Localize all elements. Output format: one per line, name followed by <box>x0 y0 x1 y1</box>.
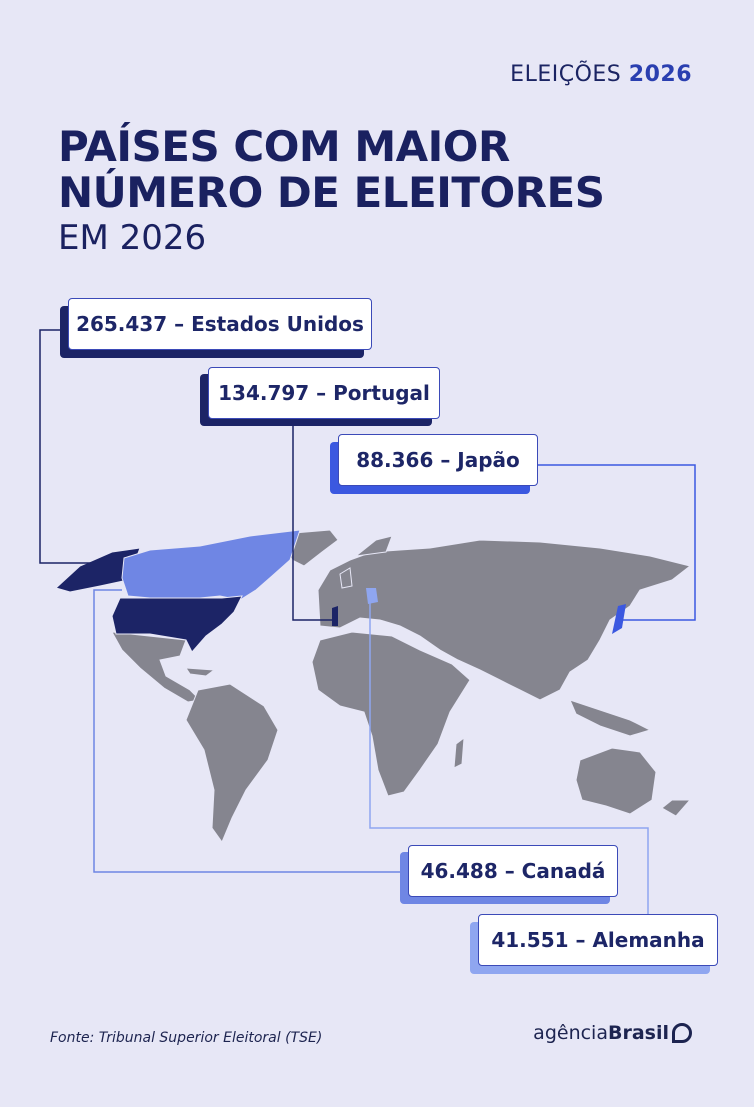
usa <box>111 595 243 653</box>
callout: 134.797 – Portugal <box>208 367 440 419</box>
callout: 265.437 – Estados Unidos <box>68 298 372 350</box>
title-line: NÚMERO DE ELEITORES <box>58 168 605 217</box>
land <box>185 667 216 677</box>
japan <box>612 604 626 634</box>
canada <box>121 529 301 601</box>
logo-light: agência <box>533 1022 608 1044</box>
callout: 88.366 – Japão <box>338 434 538 486</box>
land <box>185 683 279 844</box>
logo-bold: Brasil <box>607 1022 669 1044</box>
germany <box>366 588 378 604</box>
logo-icon <box>672 1023 692 1043</box>
callout: 41.551 – Alemanha <box>478 914 718 966</box>
connector <box>39 329 112 564</box>
brand-year: 2026 <box>628 62 692 87</box>
source: Fonte: Tribunal Superior Eleitoral (TSE) <box>50 1030 323 1046</box>
land <box>453 736 465 769</box>
land <box>575 747 657 815</box>
land <box>354 535 393 557</box>
connector <box>538 464 696 621</box>
land <box>661 799 692 817</box>
land <box>569 699 652 737</box>
subtitle: EM 2026 <box>58 218 207 258</box>
title: PAÍSES COM MAIOR NÚMERO DE ELEITORES EM … <box>58 124 605 260</box>
portugal <box>332 606 338 626</box>
brand-text: ELEIÇÕES <box>510 62 622 87</box>
land <box>111 631 202 703</box>
land <box>317 539 692 701</box>
callout: 46.488 – Canadá <box>408 845 618 897</box>
land <box>339 567 353 589</box>
brand: ELEIÇÕES 2026 <box>510 62 692 87</box>
land <box>311 631 471 797</box>
title-line: PAÍSES COM MAIOR <box>58 122 510 171</box>
connector <box>369 598 649 914</box>
connector <box>292 418 335 621</box>
connector <box>93 589 408 873</box>
logo: agência Brasil <box>533 1022 692 1044</box>
